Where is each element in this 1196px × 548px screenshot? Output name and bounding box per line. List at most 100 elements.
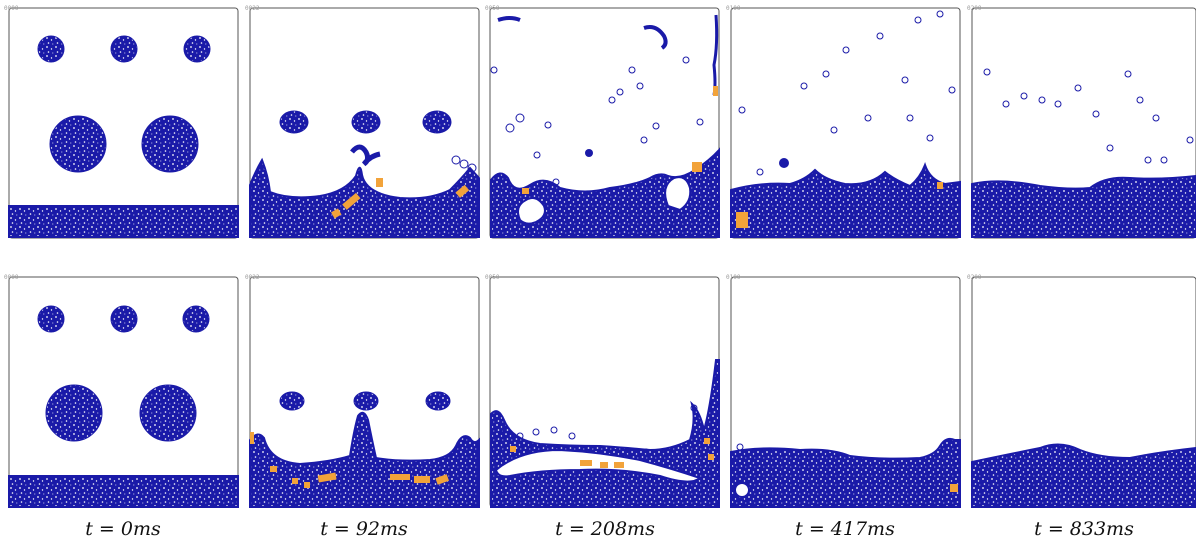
time-label-833ms: t = 833ms xyxy=(1034,518,1134,540)
fluid-pool xyxy=(8,475,239,508)
droplet xyxy=(353,391,379,411)
splash-jet xyxy=(497,16,521,22)
highlight-particles xyxy=(580,460,592,466)
droplet xyxy=(425,391,451,411)
bubble xyxy=(660,448,668,456)
highlight-particles xyxy=(708,454,714,460)
frame-number: 0100 xyxy=(726,274,741,281)
panel-bottom-t208: 0050 xyxy=(485,274,720,508)
droplet xyxy=(141,115,199,173)
droplet xyxy=(422,110,452,134)
highlight-particles xyxy=(376,178,383,187)
highlight-particles xyxy=(250,432,254,444)
frame-number: 0000 xyxy=(4,274,19,281)
splash-jet xyxy=(712,14,719,96)
highlight-particles xyxy=(292,478,298,484)
panel-bottom-t833: 0200 xyxy=(967,274,1196,508)
fluid-pool xyxy=(971,443,1196,508)
bubble xyxy=(624,448,632,456)
highlight-particles xyxy=(704,438,710,444)
time-label-417ms: t = 417ms xyxy=(795,518,895,540)
bubble xyxy=(1160,156,1168,164)
fluid-pool xyxy=(971,174,1196,238)
time-label-92ms: t = 92ms xyxy=(320,518,408,540)
droplet xyxy=(279,391,305,411)
bubble xyxy=(682,56,690,64)
bubble xyxy=(1054,100,1062,108)
bubble xyxy=(800,82,808,90)
droplet xyxy=(49,115,107,173)
bubble xyxy=(1002,100,1010,108)
bubble xyxy=(1144,156,1152,164)
time-label-208ms: t = 208ms xyxy=(555,518,655,540)
droplet xyxy=(37,305,65,333)
droplet xyxy=(110,35,138,63)
highlight-particles xyxy=(331,208,342,219)
highlight-particles xyxy=(455,184,470,198)
highlight-particles xyxy=(600,462,608,468)
bubble xyxy=(1074,84,1082,92)
panel-bottom-t417: 0100 xyxy=(726,274,961,508)
bubble xyxy=(738,106,746,114)
panel-top-t92: 0022 xyxy=(245,5,480,239)
droplet xyxy=(110,305,138,333)
fluid-pool xyxy=(249,157,480,238)
bubble xyxy=(544,121,552,129)
droplet xyxy=(279,110,309,134)
highlight-particles xyxy=(522,188,529,194)
time-label-0ms: t = 0ms xyxy=(85,518,161,540)
splash-jet xyxy=(643,25,668,50)
bubble xyxy=(642,448,650,456)
highlight-particles xyxy=(614,462,624,468)
fluid-pool xyxy=(249,411,480,508)
highlight-particles xyxy=(317,472,337,483)
bubble xyxy=(652,122,660,130)
droplet xyxy=(351,110,381,134)
frame-number: 0200 xyxy=(967,274,982,281)
air-cavity xyxy=(517,197,546,225)
bubble xyxy=(552,178,560,186)
bubble xyxy=(628,66,636,74)
bubble xyxy=(864,114,872,122)
fluid-pool xyxy=(490,359,720,508)
bubble xyxy=(467,163,477,173)
highlight-particles xyxy=(414,476,430,483)
bubble xyxy=(983,68,991,76)
highlight-particles xyxy=(736,212,748,228)
droplet xyxy=(182,305,210,333)
highlight-particles xyxy=(937,182,943,189)
bubble xyxy=(1136,96,1144,104)
droplet xyxy=(585,149,593,157)
bubble xyxy=(532,428,540,436)
bubble xyxy=(608,96,616,104)
bubble xyxy=(1038,96,1046,104)
bubble xyxy=(502,426,510,434)
air-cavity xyxy=(494,448,703,483)
frame-number: 0000 xyxy=(4,5,19,12)
air-cavity xyxy=(664,176,692,212)
highlight-particles xyxy=(950,484,958,492)
bubble xyxy=(533,151,541,159)
bubble xyxy=(914,16,922,24)
highlight-particles xyxy=(713,86,718,96)
bubble xyxy=(505,123,515,133)
bubble xyxy=(1152,114,1160,122)
bubble xyxy=(906,114,914,122)
bubble xyxy=(926,134,934,142)
highlight-particles xyxy=(390,474,410,480)
bubble xyxy=(451,155,461,165)
highlight-particles xyxy=(435,474,450,485)
bubble xyxy=(1186,136,1194,144)
droplet xyxy=(183,35,211,63)
bubble xyxy=(736,443,744,451)
bubble xyxy=(830,126,838,134)
fluid-pool xyxy=(730,162,961,238)
fluid-pool xyxy=(490,147,720,238)
bubble xyxy=(1092,110,1100,118)
panel-top-t0: 0000 xyxy=(4,5,239,239)
bubble xyxy=(696,118,704,126)
bubble xyxy=(636,82,644,90)
bubble xyxy=(901,76,909,84)
bubble xyxy=(1106,144,1114,152)
